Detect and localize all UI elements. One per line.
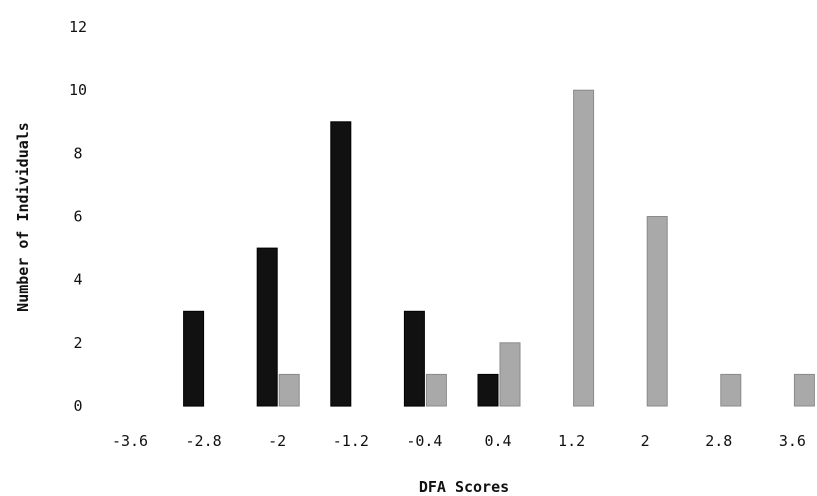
y-tick-label: 6 <box>73 208 82 226</box>
y-axis-title: Number of Individuals <box>14 122 32 312</box>
bar-dark <box>477 373 499 407</box>
y-tick-label: 2 <box>73 334 82 352</box>
bar-dark <box>256 247 278 407</box>
bar-light <box>278 373 300 407</box>
bar-dark <box>403 310 425 407</box>
x-tick-label: 2 <box>641 432 650 450</box>
x-tick-label: 2.8 <box>705 432 732 450</box>
y-tick-label: 10 <box>69 81 87 99</box>
y-axis-ticks: 0 2 4 6 8 10 12 <box>69 18 87 415</box>
bar-light <box>646 216 668 407</box>
x-tick-label: -1.2 <box>333 432 369 450</box>
bar-light <box>793 373 815 407</box>
y-tick-label: 4 <box>73 271 82 289</box>
x-tick-label: 0.4 <box>484 432 511 450</box>
bars <box>183 89 815 407</box>
y-tick-label: 0 <box>73 397 82 415</box>
x-tick-label: -2.8 <box>186 432 222 450</box>
x-axis-title: DFA Scores <box>419 478 509 496</box>
y-tick-label: 8 <box>73 144 82 162</box>
bar-light <box>573 89 595 407</box>
x-axis-ticks: -3.6 -2.8 -2 -1.2 -0.4 0.4 1.2 2 2.8 3.6 <box>112 432 806 450</box>
bar-light <box>499 342 521 407</box>
x-tick-label: 3.6 <box>779 432 806 450</box>
x-tick-label: -2 <box>268 432 286 450</box>
bar-dark <box>183 310 205 407</box>
y-tick-label: 12 <box>69 18 87 36</box>
x-tick-label: -3.6 <box>112 432 148 450</box>
bar-dark <box>330 121 352 407</box>
x-tick-label: 1.2 <box>558 432 585 450</box>
bar-light <box>425 373 447 407</box>
bar-light <box>720 373 742 407</box>
x-tick-label: -0.4 <box>406 432 442 450</box>
